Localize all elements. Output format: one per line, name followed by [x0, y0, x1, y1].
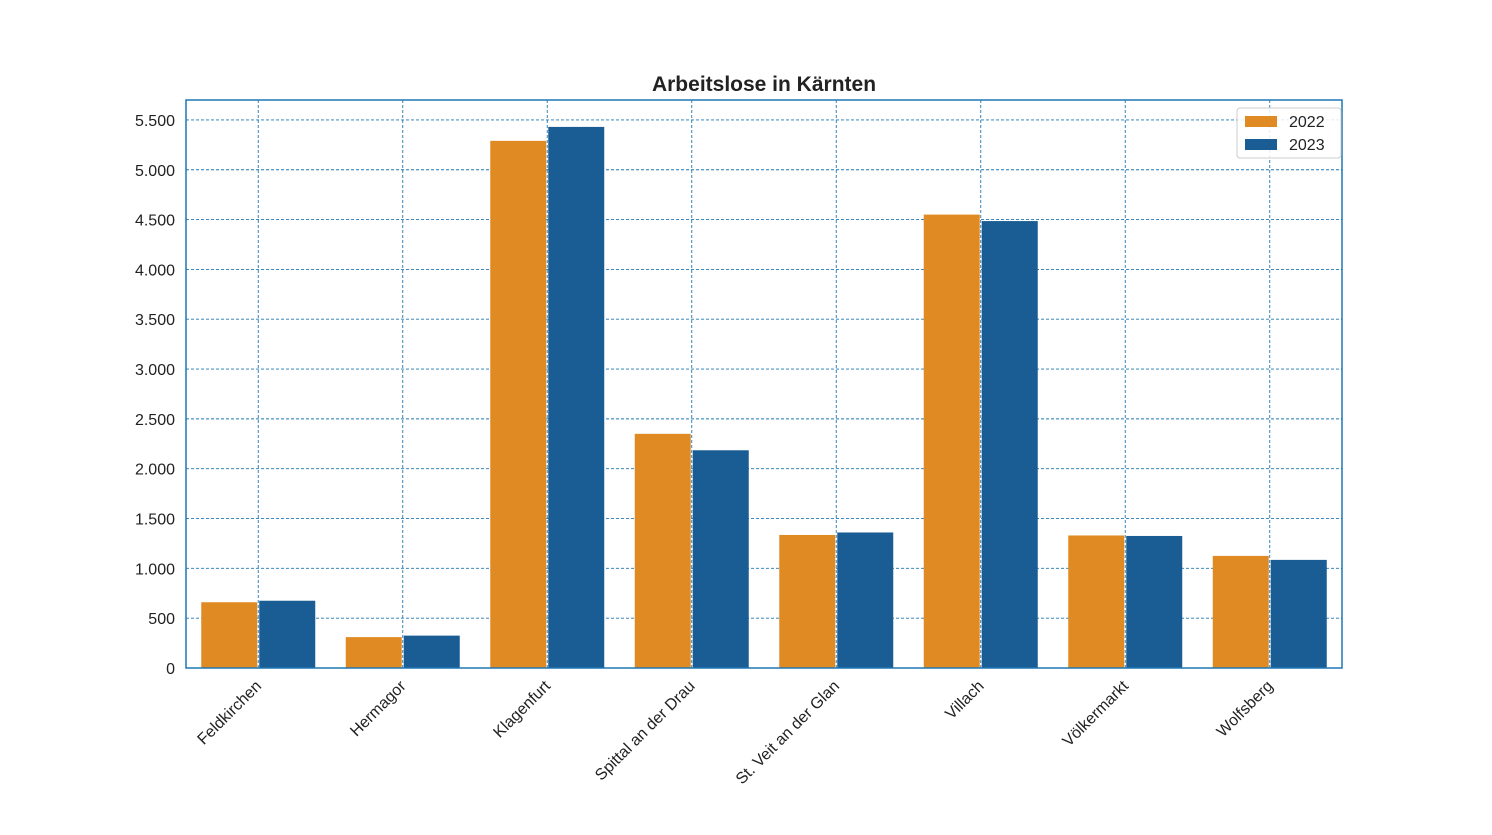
legend-swatch-2023	[1245, 139, 1277, 150]
bar-2023	[548, 126, 605, 668]
bar-2023	[981, 221, 1038, 669]
bar-2022	[923, 214, 980, 668]
bar-2022	[1068, 535, 1125, 668]
legend-label: 2023	[1289, 137, 1325, 154]
x-axis: Feldkirchen Hermagor Klagenfurt Spittal an …	[195, 677, 1277, 788]
x-tick-label: Hermagor	[347, 677, 410, 740]
legend-swatch-2022	[1245, 116, 1277, 127]
y-tick-label: 500	[148, 611, 175, 628]
y-tick-label: 5.500	[135, 113, 175, 130]
bar-2023	[692, 450, 749, 668]
x-tick-label: Spittal an der Drau	[592, 678, 698, 784]
x-tick-label: Völkermarkt	[1060, 677, 1133, 750]
bar-2023	[837, 532, 894, 668]
bar-2022	[1212, 555, 1269, 668]
x-tick-label: Villach	[942, 678, 987, 723]
x-tick-label: Klagenfurt	[490, 677, 554, 741]
chart-title: Arbeitslose in Kärnten	[652, 73, 876, 96]
bar-2022	[634, 433, 691, 668]
y-tick-label: 3.000	[135, 362, 175, 379]
legend: 2022 2023	[1236, 107, 1342, 159]
bar-2022	[490, 140, 547, 668]
bar-2023	[403, 635, 460, 668]
bar-2023	[1270, 559, 1327, 668]
y-tick-label: 3.500	[135, 312, 175, 329]
grid-lines	[186, 100, 1342, 669]
x-tick-label: Feldkirchen	[195, 678, 266, 749]
x-tick-label: Wolfsberg	[1214, 678, 1277, 741]
y-tick-label: 5.000	[135, 163, 175, 180]
bar-2022	[779, 534, 836, 668]
y-tick-label: 0	[166, 661, 175, 678]
y-tick-label: 4.500	[135, 213, 175, 230]
y-tick-label: 4.000	[135, 262, 175, 279]
bar-2022	[345, 637, 402, 668]
y-tick-label: 2.500	[135, 412, 175, 429]
plot-frame	[185, 99, 1343, 669]
y-axis: 0 500 1.000 1.500 2.000 2.500 3.000 3.500 4.000 4…	[135, 113, 175, 678]
legend-label: 2022	[1289, 114, 1325, 131]
y-tick-label: 1.500	[135, 512, 175, 529]
y-tick-label: 2.000	[135, 462, 175, 479]
y-tick-label: 1.000	[135, 561, 175, 578]
bar-2023	[1126, 535, 1183, 668]
bar-2022	[201, 602, 258, 668]
bar-2023	[259, 600, 316, 668]
bars	[201, 126, 1327, 669]
x-tick-label: St. Veit an der Glan	[733, 678, 843, 788]
